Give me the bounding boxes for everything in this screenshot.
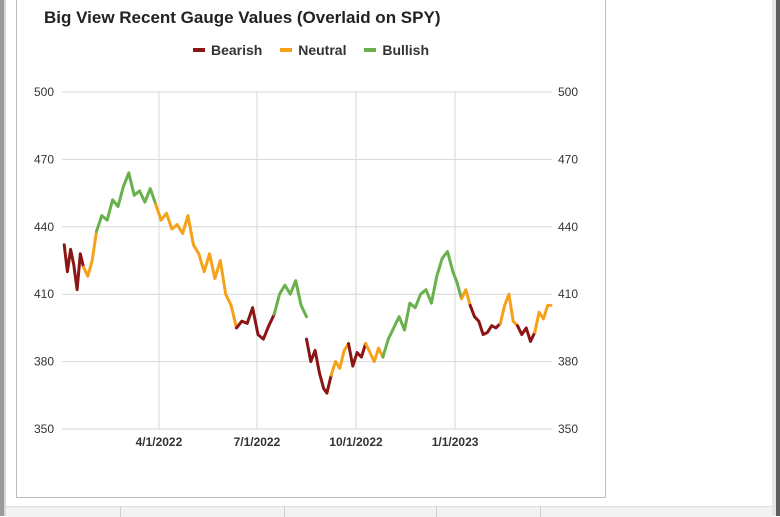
x-tick-label: 7/1/2022 — [234, 435, 281, 449]
window-right-strip — [776, 0, 780, 516]
series-line-bearish — [516, 324, 537, 343]
window-frame-edge — [4, 0, 6, 516]
y-tick-label-right: 440 — [558, 220, 578, 234]
series-line-neutral — [329, 342, 350, 377]
series-line-neutral — [533, 303, 553, 334]
bottom-tick — [120, 507, 121, 517]
legend-item-bearish[interactable]: Bearish — [192, 42, 263, 58]
legend-item-neutral[interactable]: Neutral — [280, 42, 346, 58]
bottom-tick — [436, 507, 437, 517]
window-right-gutter — [772, 0, 776, 516]
y-tick-label-left: 470 — [34, 152, 54, 166]
legend-swatch-bullish — [364, 48, 377, 53]
bottom-tick — [284, 507, 285, 517]
series-line-neutral — [154, 202, 238, 330]
chart-legend: Bearish Neutral Bullish — [0, 42, 622, 58]
series-line-bullish — [381, 250, 463, 359]
x-tick-label: 10/1/2022 — [329, 435, 383, 449]
series-line-bearish — [235, 306, 276, 341]
legend-label-neutral: Neutral — [298, 42, 347, 58]
bottom-tick — [540, 507, 541, 517]
series-line-bearish — [62, 243, 85, 292]
series-line-neutral — [364, 342, 385, 364]
legend-swatch-neutral — [280, 48, 293, 53]
legend-item-bullish[interactable]: Bullish — [364, 42, 429, 58]
bottom-scroll-region — [6, 506, 772, 517]
y-tick-label-left: 440 — [34, 220, 54, 234]
x-tick-label: 1/1/2023 — [432, 435, 479, 449]
x-tick-label: 4/1/2022 — [136, 435, 183, 449]
series-line-bearish — [347, 342, 368, 368]
y-tick-label-right: 470 — [558, 152, 578, 166]
series-line-neutral — [82, 229, 98, 278]
y-tick-label-right: 380 — [558, 355, 578, 369]
y-tick-label-left: 500 — [34, 85, 54, 99]
chart-card — [16, 0, 606, 498]
series-line-bullish — [272, 279, 308, 319]
y-tick-label-left: 380 — [34, 355, 54, 369]
y-tick-label-left: 410 — [34, 287, 54, 301]
chart-title: Big View Recent Gauge Values (Overlaid o… — [44, 8, 441, 27]
series-line-bearish — [305, 337, 333, 395]
y-tick-label-left: 350 — [34, 422, 54, 436]
series-line-bearish — [468, 303, 502, 337]
legend-label-bearish: Bearish — [210, 42, 263, 58]
y-tick-label-right: 500 — [558, 85, 578, 99]
series-line-neutral — [460, 288, 472, 307]
y-tick-label-right: 410 — [558, 287, 578, 301]
series-line-bullish — [95, 171, 158, 233]
legend-label-bullish: Bullish — [382, 42, 430, 58]
legend-swatch-bearish — [192, 48, 205, 53]
y-tick-label-right: 350 — [558, 422, 578, 436]
series-line-neutral — [498, 292, 519, 328]
window-left-strip — [0, 0, 4, 516]
